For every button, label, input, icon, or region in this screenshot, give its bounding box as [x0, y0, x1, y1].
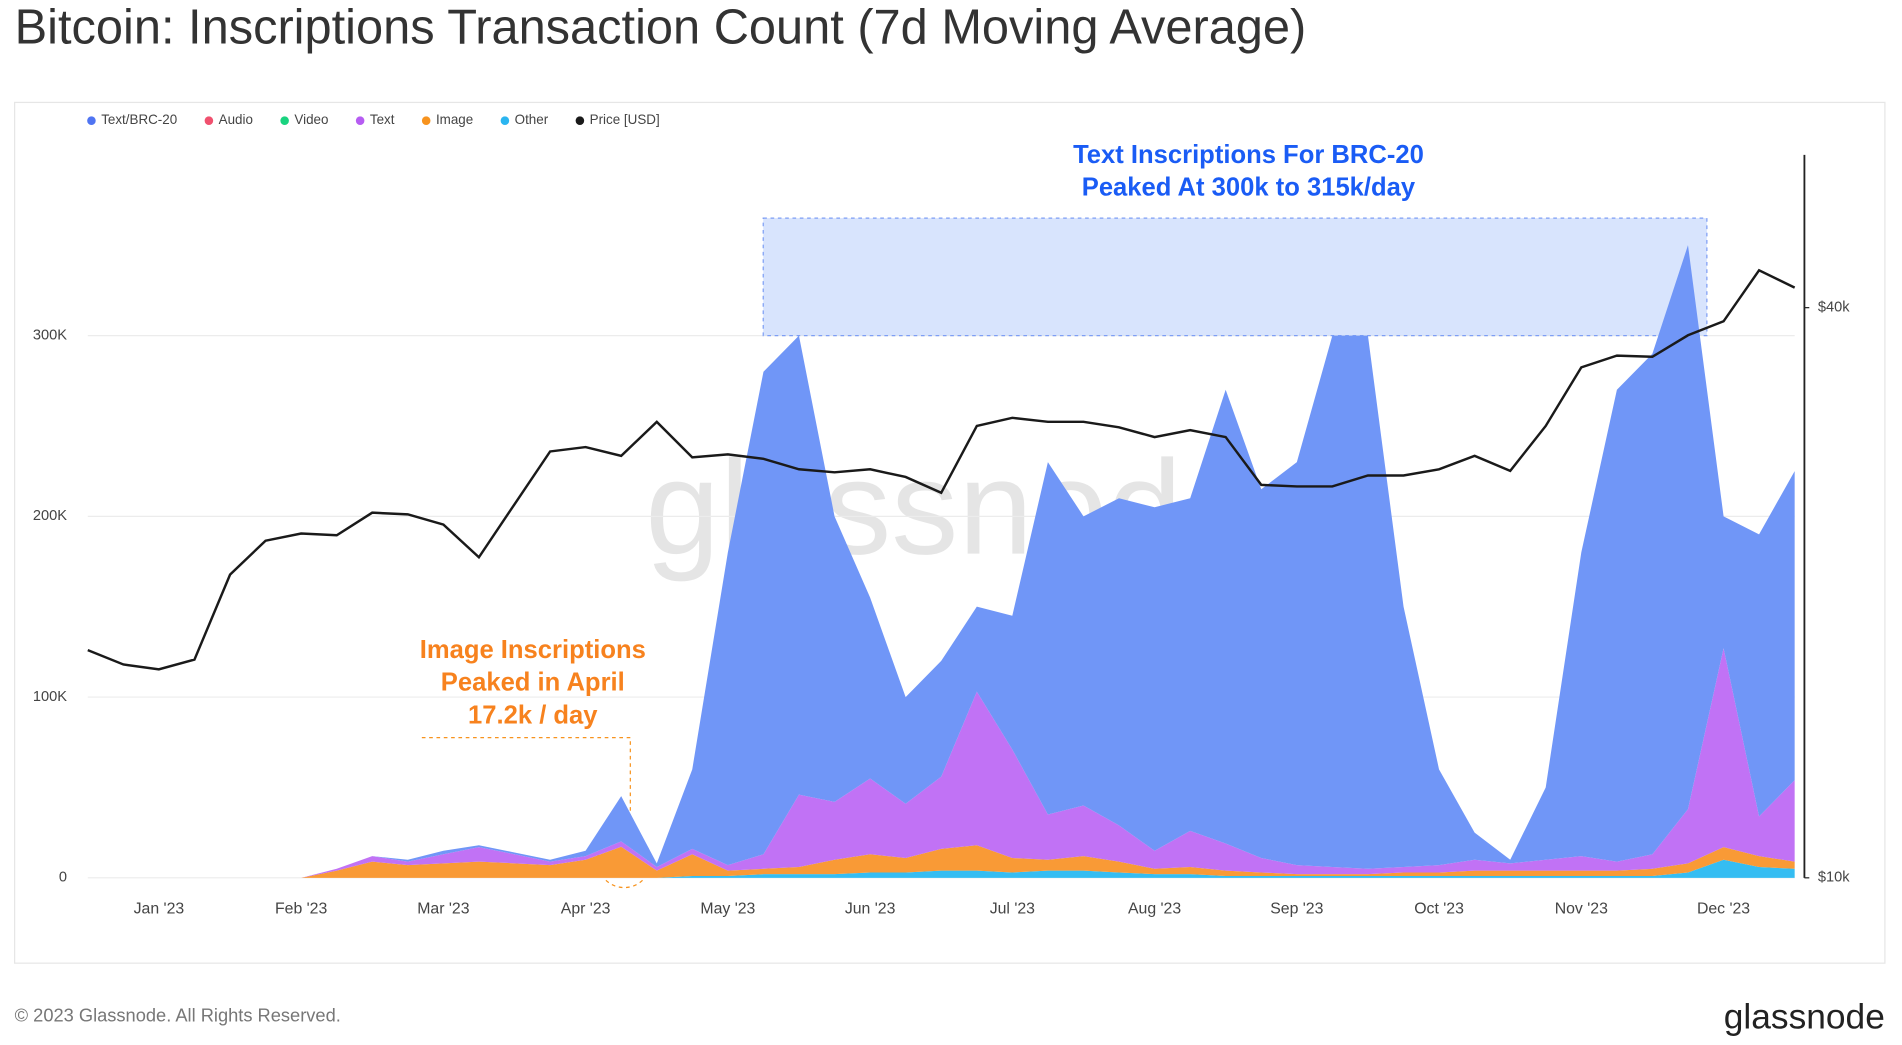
- price-line: [87, 268, 1796, 671]
- area: [87, 648, 1795, 878]
- legend-swatch: [204, 116, 214, 125]
- y-tick-label: 100K: [33, 689, 67, 705]
- logo: glassnode: [1724, 998, 1885, 1037]
- annotation-text: Peaked At 300k to 315k/day: [1082, 174, 1416, 202]
- x-tick-label: Jan '23: [134, 901, 185, 918]
- legend-swatch: [421, 116, 431, 125]
- x-tick-label: Nov '23: [1555, 901, 1608, 918]
- y2-tick-label: $40k: [1818, 300, 1850, 316]
- x-tick-label: Aug '23: [1128, 901, 1181, 918]
- highlight-band: [762, 217, 1708, 337]
- annotation-text: Text Inscriptions For BRC-20: [1073, 141, 1424, 169]
- legend-swatch: [87, 116, 96, 125]
- x-tick-label: Oct '23: [1414, 901, 1464, 918]
- x-tick-label: Dec '23: [1697, 901, 1750, 918]
- chart-title: Bitcoin: Inscriptions Transaction Count …: [15, 0, 1307, 54]
- area: [87, 845, 1795, 878]
- annotation-text: Peaked in April: [441, 669, 625, 697]
- chart-frame: [14, 101, 1886, 964]
- y2-tick-label: $10k: [1818, 870, 1850, 886]
- legend-label: Video: [294, 112, 328, 127]
- legend-label: Text/BRC-20: [101, 112, 177, 127]
- x-tick-label: Mar '23: [417, 901, 469, 918]
- legend-label: Audio: [219, 112, 253, 127]
- area-layer: [87, 245, 1795, 878]
- area: [87, 245, 1795, 878]
- legend-swatch: [500, 116, 510, 125]
- legend-label: Other: [515, 112, 549, 127]
- area: [87, 859, 1795, 878]
- y-tick-label: 0: [59, 870, 67, 886]
- legend-swatch: [355, 116, 365, 125]
- x-tick-label: Jun '23: [845, 901, 896, 918]
- footer: © 2023 Glassnode. All Rights Reserved.: [15, 1005, 341, 1026]
- legend-label: Image: [436, 112, 473, 127]
- x-tick-label: Feb '23: [275, 901, 327, 918]
- chart-root: Bitcoin: Inscriptions Transaction Count …: [14, 0, 1886, 1037]
- annotation-leader: [421, 737, 631, 839]
- legend-swatch: [575, 116, 585, 125]
- legend-label: Text: [370, 112, 395, 127]
- y-tick-label: 300K: [33, 327, 67, 343]
- legend-label: Price [USD]: [590, 112, 660, 127]
- x-tick-label: Jul '23: [990, 901, 1035, 918]
- annotation-text: Image Inscriptions: [420, 636, 646, 664]
- x-tick-label: Sep '23: [1270, 901, 1323, 918]
- legend-swatch: [280, 116, 289, 125]
- y-tick-label: 200K: [33, 508, 67, 524]
- annotation-text: 17.2k / day: [468, 702, 598, 730]
- x-tick-label: May '23: [700, 901, 755, 918]
- x-tick-label: Apr '23: [561, 901, 611, 918]
